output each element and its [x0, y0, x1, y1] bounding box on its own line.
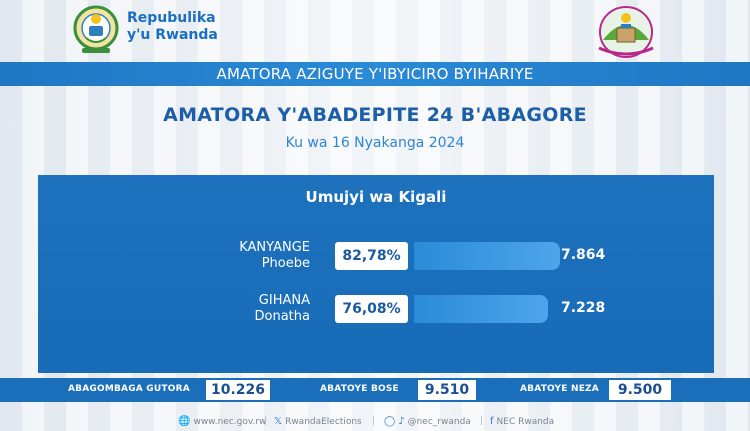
total-voted-value: 9.510	[418, 380, 476, 400]
x-handle-text: RwandaElections	[285, 416, 362, 427]
facebook-link[interactable]: f NEC Rwanda	[490, 416, 554, 427]
candidate-row: KANYANGE Phoebe 82,78% 7.864	[38, 239, 714, 273]
website-link[interactable]: 🌐 www.nec.gov.rw	[178, 416, 266, 427]
candidate-percent: 82,78%	[335, 242, 408, 270]
divider: |	[264, 416, 268, 426]
valid-votes-label: ABATOYE NEZA	[520, 384, 599, 394]
facebook-icon: f	[490, 416, 494, 427]
divider: |	[480, 416, 484, 426]
divider: |	[372, 416, 376, 426]
globe-icon: 🌐	[178, 416, 191, 427]
candidate-given-name: Phoebe	[261, 256, 310, 271]
registered-voters-value: 10.226	[206, 380, 270, 400]
results-panel: Umujyi wa Kigali KANYANGE Phoebe 82,78% …	[38, 175, 714, 373]
candidate-name: KANYANGE Phoebe	[239, 240, 310, 272]
instagram-icon: ◯	[384, 416, 396, 427]
x-icon: 𝕏	[274, 416, 283, 427]
candidate-row: GIHANA Donatha 76,08% 7.228	[38, 292, 714, 326]
republic-wordmark: Repubulika y'u Rwanda	[127, 10, 247, 44]
candidate-votes: 7.228	[561, 300, 606, 316]
candidate-percent-bar	[414, 242, 560, 270]
facebook-text: NEC Rwanda	[496, 416, 555, 427]
valid-votes-value: 9.500	[609, 380, 671, 400]
candidate-votes: 7.864	[561, 247, 606, 263]
instagram-tiktok-link[interactable]: ◯ ♪ @nec_rwanda	[384, 416, 471, 427]
social-footer: 🌐 www.nec.gov.rw | 𝕏 RwandaElections | ◯…	[0, 408, 750, 431]
candidate-percent-bar	[414, 295, 548, 323]
tiktok-icon: ♪	[398, 416, 405, 427]
candidate-given-name: Donatha	[254, 309, 310, 324]
candidate-surname: KANYANGE	[239, 240, 310, 255]
election-date: Ku wa 16 Nyakanga 2024	[285, 135, 465, 151]
coat-of-arms-icon	[72, 4, 120, 54]
banner-text: AMATORA AZIGUYE Y'IBYICIRO BYIHARIYE	[216, 65, 534, 83]
total-voted-label: ABATOYE BOSE	[320, 384, 399, 394]
x-link[interactable]: 𝕏 RwandaElections	[274, 416, 362, 427]
turnout-stats-bar: ABAGOMBAGA GUTORA 10.226 ABATOYE BOSE 9.…	[0, 378, 750, 402]
district-title: Umujyi wa Kigali	[305, 188, 447, 206]
election-type-banner: AMATORA AZIGUYE Y'IBYICIRO BYIHARIYE	[0, 62, 750, 86]
republic-line-1: Repubulika	[127, 10, 216, 26]
insta-tiktok-text: @nec_rwanda	[407, 416, 471, 427]
republic-line-2: y'u Rwanda	[127, 27, 218, 43]
candidate-name: GIHANA Donatha	[255, 293, 310, 325]
candidate-percent: 76,08%	[335, 295, 408, 323]
website-text: www.nec.gov.rw	[193, 416, 267, 427]
registered-voters-label: ABAGOMBAGA GUTORA	[68, 384, 190, 394]
page-title: AMATORA Y'ABADEPITE 24 B'ABAGORE	[163, 104, 587, 126]
candidate-surname: GIHANA	[258, 293, 310, 308]
nec-logo-icon	[593, 4, 659, 60]
